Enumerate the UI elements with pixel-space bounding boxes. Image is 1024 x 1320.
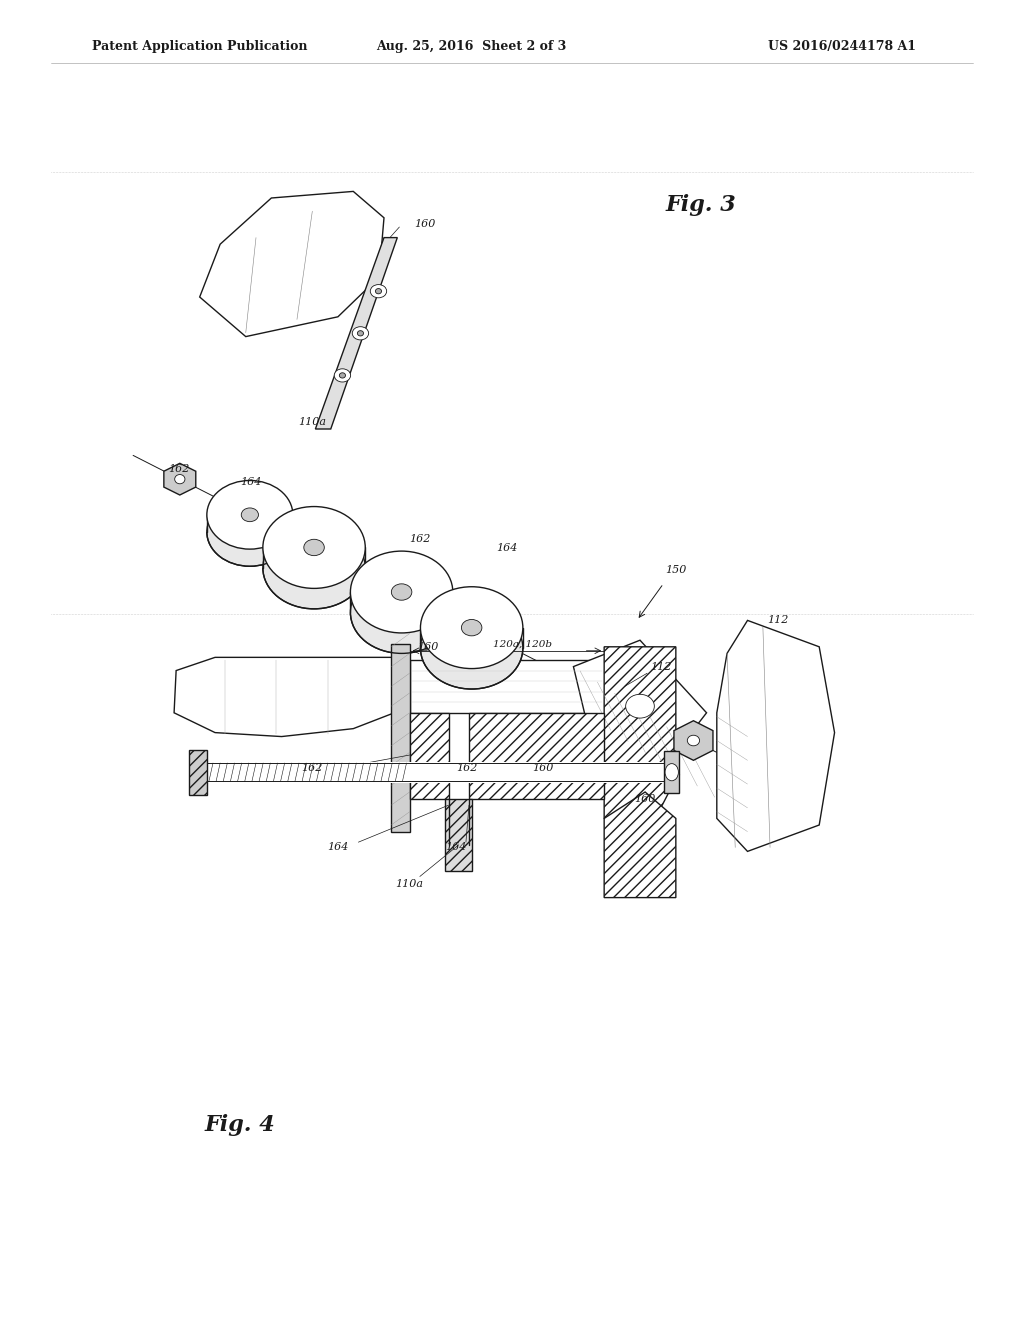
Polygon shape xyxy=(469,713,604,799)
Ellipse shape xyxy=(350,552,453,634)
Ellipse shape xyxy=(421,607,523,689)
Text: 112: 112 xyxy=(650,661,671,672)
Text: Fig. 3: Fig. 3 xyxy=(666,194,736,215)
Ellipse shape xyxy=(626,694,654,718)
Polygon shape xyxy=(200,191,384,337)
Ellipse shape xyxy=(687,735,699,746)
Text: 164: 164 xyxy=(497,543,517,553)
Text: 162: 162 xyxy=(410,533,430,544)
Ellipse shape xyxy=(175,474,185,483)
Polygon shape xyxy=(664,751,679,793)
Text: 150: 150 xyxy=(666,565,686,576)
Text: Fig. 4: Fig. 4 xyxy=(205,1114,275,1135)
Polygon shape xyxy=(315,238,397,429)
Text: 110a: 110a xyxy=(298,417,327,428)
Bar xyxy=(189,762,671,783)
Text: 162: 162 xyxy=(457,763,477,774)
Ellipse shape xyxy=(666,763,679,781)
Text: 164: 164 xyxy=(445,842,466,853)
Polygon shape xyxy=(164,463,196,495)
Text: 162: 162 xyxy=(169,463,189,474)
Text: Aug. 25, 2016  Sheet 2 of 3: Aug. 25, 2016 Sheet 2 of 3 xyxy=(376,40,566,53)
Polygon shape xyxy=(573,640,707,772)
Ellipse shape xyxy=(371,285,387,298)
Polygon shape xyxy=(674,721,713,760)
Text: 112: 112 xyxy=(768,615,788,626)
Text: 162: 162 xyxy=(302,763,323,774)
Polygon shape xyxy=(391,644,410,832)
Ellipse shape xyxy=(304,540,325,556)
Polygon shape xyxy=(717,620,835,851)
Text: 160: 160 xyxy=(532,763,553,774)
Ellipse shape xyxy=(339,372,345,378)
Ellipse shape xyxy=(357,330,364,337)
Text: US 2016/0244178 A1: US 2016/0244178 A1 xyxy=(768,40,916,53)
Ellipse shape xyxy=(376,289,382,294)
Ellipse shape xyxy=(263,527,366,609)
Ellipse shape xyxy=(334,368,350,381)
Ellipse shape xyxy=(207,480,293,549)
Ellipse shape xyxy=(350,572,453,653)
Text: Patent Application Publication: Patent Application Publication xyxy=(92,40,307,53)
Ellipse shape xyxy=(207,498,293,566)
Text: 164: 164 xyxy=(241,477,261,487)
Text: 120a, 120b: 120a, 120b xyxy=(493,640,552,648)
Ellipse shape xyxy=(352,326,369,339)
Text: 160: 160 xyxy=(415,219,435,230)
Ellipse shape xyxy=(462,619,482,636)
Text: 160: 160 xyxy=(635,793,655,804)
Polygon shape xyxy=(189,750,207,795)
Ellipse shape xyxy=(391,583,412,601)
Polygon shape xyxy=(174,657,394,737)
Text: 160: 160 xyxy=(418,642,438,652)
Ellipse shape xyxy=(421,587,523,668)
Polygon shape xyxy=(604,792,676,898)
Polygon shape xyxy=(445,799,472,871)
Ellipse shape xyxy=(242,508,258,521)
Polygon shape xyxy=(604,647,676,818)
Ellipse shape xyxy=(263,507,366,589)
Polygon shape xyxy=(410,713,449,799)
Text: 110a: 110a xyxy=(395,879,424,890)
Text: 164: 164 xyxy=(328,842,348,853)
Polygon shape xyxy=(410,660,604,713)
